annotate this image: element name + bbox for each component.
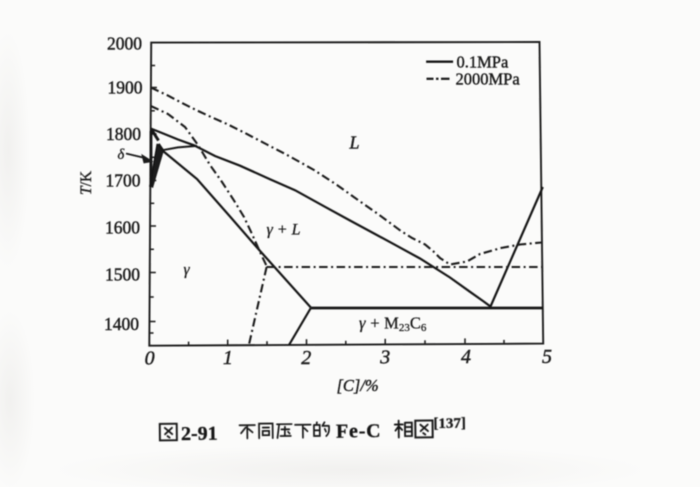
svg-text:0: 0 [145,348,155,370]
svg-text:2-91: 2-91 [181,423,218,445]
svg-text:L: L [349,133,360,153]
svg-text:1700: 1700 [106,171,141,191]
svg-text:1600: 1600 [105,218,140,238]
svg-text:γ: γ [184,262,191,279]
svg-text:1400: 1400 [104,314,139,334]
svg-text:2000: 2000 [107,34,142,54]
svg-text:4: 4 [461,346,471,368]
svg-text:T/K: T/K [78,170,95,195]
svg-text:5: 5 [542,346,552,368]
svg-text:1800: 1800 [106,124,141,144]
svg-text:Fe-C: Fe-C [336,420,382,443]
svg-text:γ + L: γ + L [267,222,301,239]
svg-text:2000MPa: 2000MPa [456,70,521,89]
svg-text:δ: δ [118,147,125,163]
svg-text:[C]/%: [C]/% [337,376,379,395]
svg-text:[137]: [137] [433,416,466,432]
svg-text:1500: 1500 [105,265,140,285]
svg-text:γ + M23C6: γ + M23C6 [359,314,427,335]
svg-text:1: 1 [223,347,233,369]
svg-text:1900: 1900 [108,78,143,98]
svg-text:2: 2 [301,347,311,369]
svg-text:3: 3 [379,347,390,369]
svg-text:0.1MPa: 0.1MPa [457,53,509,72]
